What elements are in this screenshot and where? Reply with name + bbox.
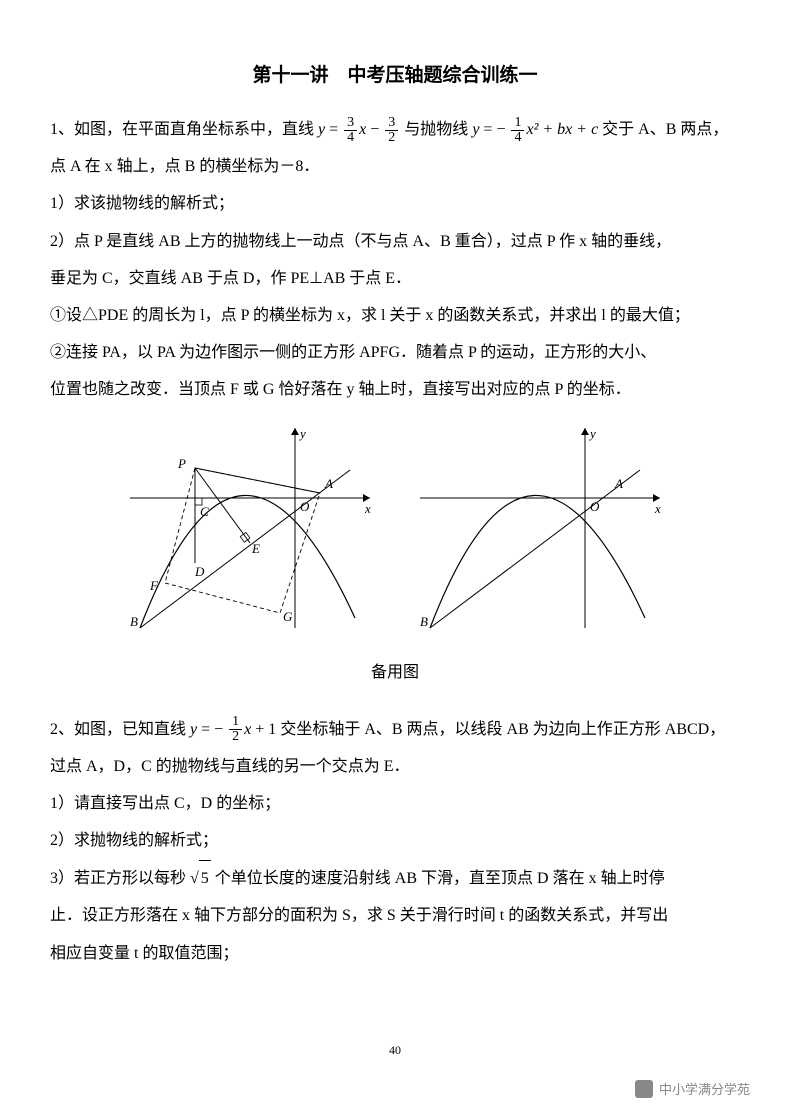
svg-text:F: F	[149, 578, 159, 593]
q2-intro: 2、如图，已知直线 y = − 12x + 1 交坐标轴于 A、B 两点，以线段…	[50, 712, 740, 747]
svg-text:P: P	[177, 456, 186, 471]
q1-intro: 1、如图，在平面直角坐标系中，直线 y = 34x − 32 与抛物线 y = …	[50, 112, 740, 147]
eq-lhs: y	[472, 121, 479, 138]
svg-text:D: D	[194, 564, 205, 579]
watermark: 中小学满分学苑	[635, 1079, 750, 1098]
fraction: 32	[385, 116, 398, 145]
svg-text:O: O	[300, 499, 310, 514]
text: 交于 A、B 两点，	[602, 121, 728, 138]
text: 个单位长度的速度沿射线 AB 下滑，直至顶点 D 落在 x 轴上时停	[211, 870, 665, 887]
page-number: 40	[389, 1043, 401, 1058]
fraction: 12	[229, 715, 242, 744]
svg-text:G: G	[283, 609, 293, 624]
text: 2、如图，已知直线	[50, 721, 190, 738]
q2-part2: 2）求抛物线的解析式；	[50, 823, 740, 858]
logo-icon	[635, 1080, 653, 1098]
q1-part2: 2）点 P 是直线 AB 上方的抛物线上一动点（不与点 A、B 重合），过点 P…	[50, 224, 740, 259]
q1-part1: 1）求该抛物线的解析式；	[50, 186, 740, 221]
page-title: 第十一讲 中考压轴题综合训练一	[50, 60, 740, 87]
svg-text:B: B	[420, 614, 428, 629]
watermark-text: 中小学满分学苑	[659, 1079, 750, 1098]
fraction: 34	[344, 116, 357, 145]
figure-1: y x O A B P C D E F G	[120, 418, 380, 638]
svg-text:A: A	[614, 476, 623, 491]
sqrt-icon: 5	[190, 860, 211, 896]
q1-part2-1: ①设△PDE 的周长为 l，点 P 的横坐标为 x，求 l 关于 x 的函数关系…	[50, 298, 740, 333]
q1-part2-2: ②连接 PA，以 PA 为边作图示一侧的正方形 APFG．随着点 P 的运动，正…	[50, 335, 740, 370]
svg-text:C: C	[200, 504, 209, 519]
svg-text:B: B	[130, 614, 138, 629]
text: 交坐标轴于 A、B 两点，以线段 AB 为边向上作正方形 ABCD，	[280, 721, 725, 738]
q1-part2-2b: 位置也随之改变．当顶点 F 或 G 恰好落在 y 轴上时，直接写出对应的点 P …	[50, 372, 740, 407]
svg-text:E: E	[251, 541, 260, 556]
q1-part2b: 垂足为 C，交直线 AB 于点 D，作 PE⊥AB 于点 E．	[50, 261, 740, 296]
figure-row: y x O A B P C D E F G y x O A B	[50, 418, 740, 638]
svg-text:x: x	[654, 501, 661, 516]
svg-text:x: x	[364, 501, 371, 516]
backup-caption: 备用图	[50, 658, 740, 682]
eq-lhs: y	[318, 121, 325, 138]
svg-text:O: O	[590, 499, 600, 514]
svg-text:A: A	[324, 476, 333, 491]
figure-2: y x O A B	[410, 418, 670, 638]
text: 与抛物线	[404, 121, 472, 138]
svg-text:y: y	[588, 426, 596, 441]
q2-part3: 3）若正方形以每秒 5 个单位长度的速度沿射线 AB 下滑，直至顶点 D 落在 …	[50, 860, 740, 896]
q2-part3d: 相应自变量 t 的取值范围；	[50, 936, 740, 971]
text: 3）若正方形以每秒	[50, 870, 190, 887]
text: 1、如图，在平面直角坐标系中，直线	[50, 121, 318, 138]
svg-text:y: y	[298, 426, 306, 441]
q1-line2: 点 A 在 x 轴上，点 B 的横坐标为－8．	[50, 149, 740, 184]
q2-line2: 过点 A，D，C 的抛物线与直线的另一个交点为 E．	[50, 749, 740, 784]
q2-part1: 1）请直接写出点 C，D 的坐标；	[50, 786, 740, 821]
q2-part3c: 止．设正方形落在 x 轴下方部分的面积为 S，求 S 关于滑行时间 t 的函数关…	[50, 898, 740, 933]
eq-tail: x² + bx + c	[526, 121, 598, 138]
fraction: 14	[511, 116, 524, 145]
